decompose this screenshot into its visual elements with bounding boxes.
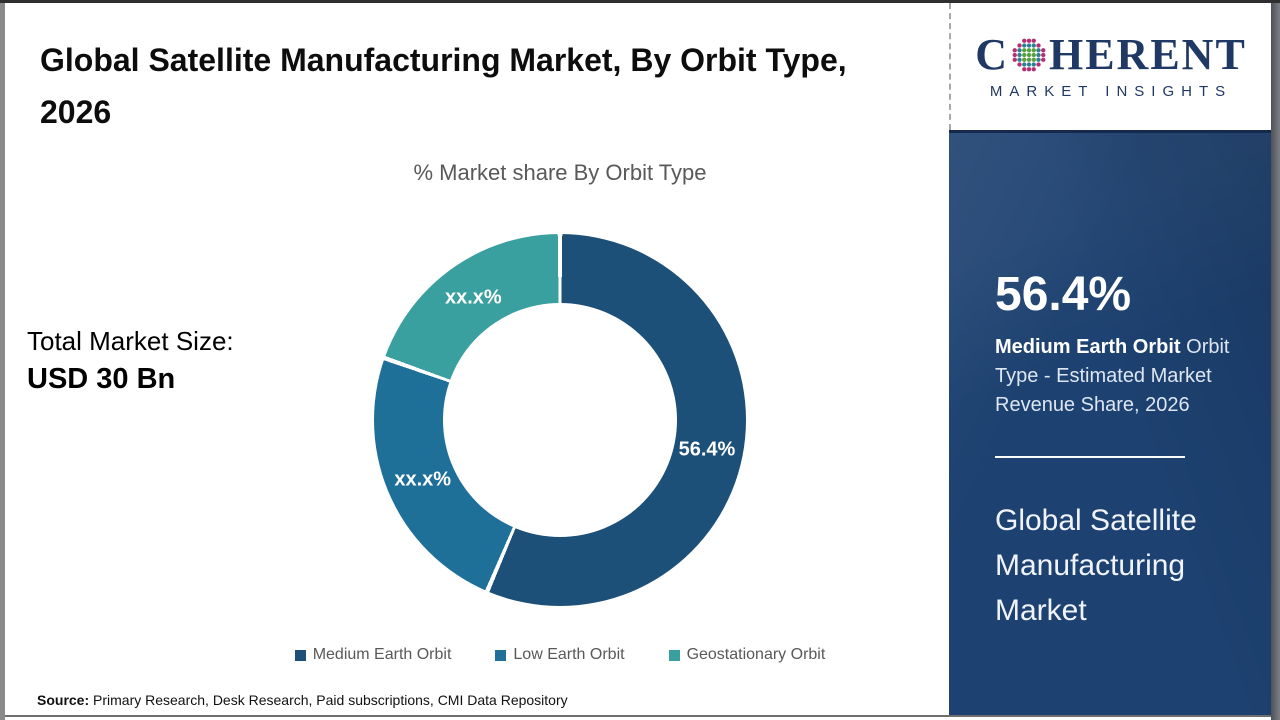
page-border-top	[0, 0, 1280, 3]
page-border-left	[0, 0, 5, 720]
source-text: Primary Research, Desk Research, Paid su…	[89, 692, 568, 708]
legend-label: Medium Earth Orbit	[312, 646, 452, 663]
total-market-size-value: USD 30 Bn	[27, 363, 176, 395]
total-market-size-label: Total Market Size:	[27, 326, 234, 356]
stat-description: Medium Earth Orbit Orbit Type - Estimate…	[995, 333, 1257, 420]
source-line: Source: Primary Research, Desk Research,…	[37, 692, 568, 708]
donut-chart-wrap: 56.4% xx.x% xx.x%	[374, 234, 746, 606]
legend-label: Low Earth Orbit	[513, 646, 625, 663]
highlight-panel: 56.4% Medium Earth Orbit Orbit Type - Es…	[949, 130, 1271, 717]
legend-label: Geostationary Orbit	[686, 646, 826, 663]
total-market-size: Total Market Size: USD 30 Bn	[27, 326, 234, 396]
logo-word-start: C	[975, 30, 1009, 79]
chart-legend: Medium Earth Orbit Low Earth Orbit Geostat…	[176, 646, 944, 664]
legend-item: Geostationary Orbit	[668, 646, 826, 664]
logo-area: C HERENT MARKET INSIGHTS	[949, 3, 1271, 130]
coherent-globe-icon	[1010, 36, 1048, 74]
logo-subtitle: MARKET INSIGHTS	[989, 83, 1233, 100]
brand-sidebar: C HERENT MARKET INSIGHTS 56.4% Medium Ea…	[949, 3, 1271, 717]
donut-labels: 56.4% xx.x% xx.x%	[374, 234, 746, 606]
logo-word-end: HERENT	[1048, 30, 1247, 79]
page-bottom-rule	[0, 715, 1280, 717]
slice-label: xx.x%	[445, 286, 502, 309]
stat-value: 56.4%	[995, 268, 1132, 321]
page-title: Global Satellite Manufacturing Market, B…	[40, 42, 847, 130]
highlight-panel-inner: 56.4% Medium Earth Orbit Orbit Type - Es…	[949, 133, 1271, 633]
stat-description-bold: Medium Earth Orbit	[995, 336, 1181, 358]
legend-swatch-icon	[668, 649, 680, 661]
chart-title: % Market share By Orbit Type	[413, 160, 707, 185]
legend-item: Medium Earth Orbit	[294, 646, 452, 664]
source-label: Source:	[37, 692, 90, 708]
slice-label: xx.x%	[394, 468, 452, 491]
stat-description-rest: Orbit Type - Estimated Market Revenue Sh…	[995, 336, 1230, 416]
slice-label: 56.4%	[678, 438, 736, 461]
donut-hole	[443, 303, 677, 537]
legend-item: Low Earth Orbit	[495, 646, 625, 664]
coherent-logo: C HERENT	[975, 33, 1247, 77]
panel-divider	[995, 456, 1185, 458]
legend-swatch-icon	[495, 649, 507, 661]
page-border-right	[1271, 0, 1280, 720]
panel-market-title: Global Satellite Manufacturing Market	[995, 504, 1197, 627]
legend-swatch-icon	[294, 649, 306, 661]
